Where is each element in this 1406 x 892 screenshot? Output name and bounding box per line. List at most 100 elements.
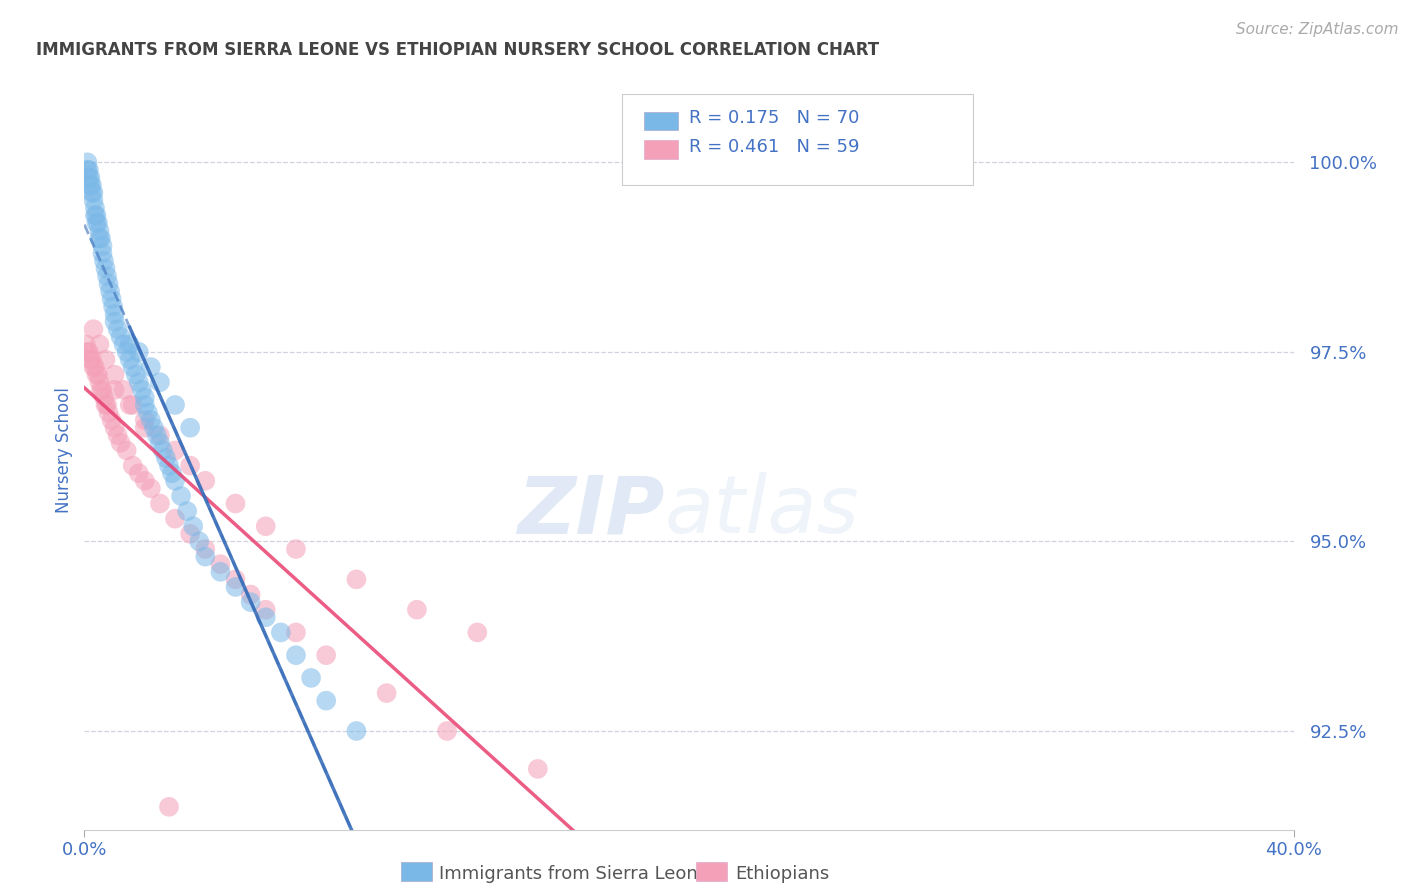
Point xyxy=(75,337,97,351)
Point xyxy=(79,178,101,193)
Point xyxy=(254,603,277,617)
Point xyxy=(94,398,117,412)
Point xyxy=(165,398,187,412)
Point xyxy=(134,474,156,488)
Point xyxy=(225,580,247,594)
Text: R = 0.175   N = 70: R = 0.175 N = 70 xyxy=(689,110,859,128)
Point xyxy=(149,497,172,511)
Point xyxy=(118,337,141,351)
Text: atlas: atlas xyxy=(665,472,859,550)
Point xyxy=(76,155,98,169)
Point xyxy=(128,345,150,359)
Point xyxy=(176,504,198,518)
Point xyxy=(436,724,458,739)
Point xyxy=(194,474,217,488)
Point xyxy=(89,231,111,245)
Point xyxy=(77,163,100,178)
Point xyxy=(82,322,104,336)
Point xyxy=(285,648,308,663)
Point xyxy=(157,458,180,473)
Point xyxy=(170,489,193,503)
Point xyxy=(181,519,204,533)
Point xyxy=(97,277,120,291)
Point xyxy=(96,269,118,284)
Point xyxy=(84,209,107,223)
Point xyxy=(121,458,143,473)
Point xyxy=(82,194,104,208)
Point xyxy=(225,573,247,587)
Text: Ethiopians: Ethiopians xyxy=(735,865,830,883)
Point xyxy=(134,398,156,412)
Text: R = 0.461   N = 59: R = 0.461 N = 59 xyxy=(689,138,859,156)
Point xyxy=(104,368,127,382)
Point xyxy=(86,216,108,230)
Point xyxy=(101,300,124,314)
Point xyxy=(107,322,129,336)
Point xyxy=(121,398,143,412)
Point xyxy=(225,497,247,511)
Point xyxy=(254,610,277,624)
Point xyxy=(100,413,122,427)
Text: IMMIGRANTS FROM SIERRA LEONE VS ETHIOPIAN NURSERY SCHOOL CORRELATION CHART: IMMIGRANTS FROM SIERRA LEONE VS ETHIOPIA… xyxy=(37,41,879,59)
Point xyxy=(91,239,114,253)
Point xyxy=(139,360,162,375)
Point xyxy=(254,519,277,533)
Point xyxy=(131,383,153,397)
Point xyxy=(86,209,108,223)
Point xyxy=(110,330,132,344)
Point xyxy=(179,421,201,435)
Point xyxy=(315,648,337,663)
Point xyxy=(194,542,217,557)
Point xyxy=(89,376,111,390)
Point xyxy=(406,603,429,617)
Point xyxy=(527,762,550,776)
Point xyxy=(134,413,156,427)
Point xyxy=(93,254,115,268)
Point xyxy=(80,186,103,200)
Point xyxy=(146,428,169,442)
Point xyxy=(121,360,143,375)
Point xyxy=(96,398,118,412)
Point xyxy=(165,443,187,458)
Point xyxy=(209,565,232,579)
Text: ZIP: ZIP xyxy=(517,472,665,550)
Point xyxy=(107,428,129,442)
Point xyxy=(84,201,107,215)
Point xyxy=(84,360,107,375)
Point xyxy=(89,224,111,238)
Point xyxy=(157,800,180,814)
Point xyxy=(149,376,172,390)
Point xyxy=(112,383,135,397)
Point xyxy=(94,352,117,367)
Point xyxy=(87,216,110,230)
Point xyxy=(87,368,110,382)
Point xyxy=(89,337,111,351)
Point xyxy=(165,474,187,488)
Point xyxy=(115,345,138,359)
Text: Immigrants from Sierra Leone: Immigrants from Sierra Leone xyxy=(439,865,709,883)
Point xyxy=(139,413,162,427)
Point xyxy=(125,368,148,382)
Point xyxy=(346,573,368,587)
Point xyxy=(77,170,100,185)
Point xyxy=(285,542,308,557)
Point xyxy=(76,163,98,178)
Point xyxy=(90,231,112,245)
Point xyxy=(91,383,114,397)
Point xyxy=(128,467,150,481)
Point xyxy=(104,421,127,435)
Text: Source: ZipAtlas.com: Source: ZipAtlas.com xyxy=(1236,22,1399,37)
Point xyxy=(139,482,162,496)
Point xyxy=(82,186,104,200)
FancyBboxPatch shape xyxy=(644,139,678,159)
Y-axis label: Nursery School: Nursery School xyxy=(55,387,73,514)
Point xyxy=(94,261,117,276)
Point xyxy=(134,391,156,405)
Point xyxy=(155,451,177,466)
Point xyxy=(118,352,141,367)
Point xyxy=(82,360,104,375)
Point xyxy=(299,671,322,685)
Point xyxy=(152,443,174,458)
Point xyxy=(77,345,100,359)
Point xyxy=(79,352,101,367)
